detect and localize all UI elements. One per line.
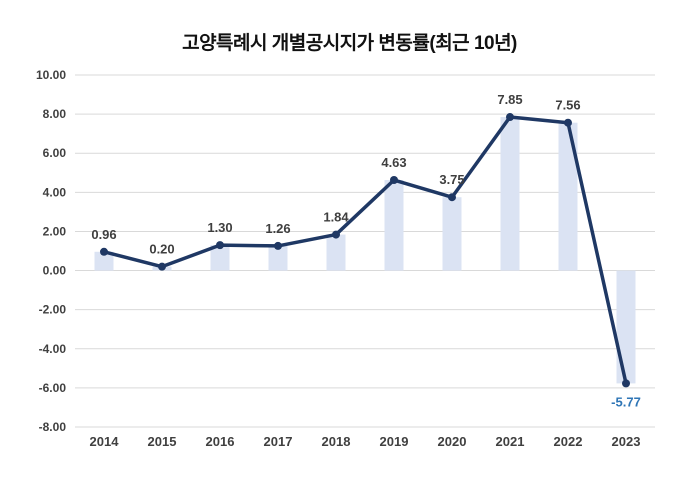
data-label: 4.63 xyxy=(381,155,406,170)
x-axis-tick-label: 2015 xyxy=(148,434,177,449)
bar xyxy=(210,245,230,271)
data-label: 7.85 xyxy=(497,92,522,107)
y-axis-tick-label: 2.00 xyxy=(43,224,67,238)
x-axis-tick-label: 2014 xyxy=(90,434,120,449)
x-axis-tick-label: 2016 xyxy=(206,434,235,449)
x-axis-tick-label: 2017 xyxy=(264,434,293,449)
x-axis-tick-label: 2020 xyxy=(438,434,467,449)
data-label: 7.56 xyxy=(555,98,580,113)
bar xyxy=(94,251,114,271)
data-label: -5.77 xyxy=(611,394,641,409)
bar xyxy=(384,180,404,271)
bar xyxy=(326,234,346,271)
data-label: 1.26 xyxy=(265,221,290,236)
y-axis-tick-label: 10.00 xyxy=(36,68,66,82)
data-label: 3.75 xyxy=(439,172,464,187)
line-marker xyxy=(564,118,572,127)
line-marker xyxy=(158,262,166,271)
line-marker xyxy=(332,230,340,239)
line-marker xyxy=(216,241,224,250)
x-axis-tick-label: 2018 xyxy=(322,434,351,449)
y-axis-tick-label: 0.00 xyxy=(43,264,67,278)
x-axis-tick-label: 2022 xyxy=(554,434,583,449)
data-label: 0.96 xyxy=(91,227,116,242)
line-marker xyxy=(390,176,398,185)
line-marker xyxy=(100,247,108,256)
line-marker xyxy=(506,113,514,122)
bar xyxy=(268,245,288,271)
line-marker xyxy=(622,379,630,388)
bar xyxy=(616,270,636,384)
y-axis-tick-label: 8.00 xyxy=(43,107,67,121)
bar xyxy=(558,122,578,271)
line-marker xyxy=(448,193,456,202)
y-axis-tick-label: -6.00 xyxy=(39,381,67,395)
data-label: 1.30 xyxy=(207,220,232,235)
line-marker xyxy=(274,241,282,250)
bar xyxy=(442,197,462,271)
x-axis-tick-label: 2019 xyxy=(380,434,409,449)
y-axis-tick-label: 4.00 xyxy=(43,185,67,199)
data-label: 1.84 xyxy=(323,210,349,225)
bar xyxy=(500,117,520,271)
y-axis-tick-label: -8.00 xyxy=(39,420,67,434)
data-label: 0.20 xyxy=(149,242,174,257)
y-axis-tick-label: -4.00 xyxy=(39,342,67,356)
chart-title: 고양특례시 개별공시지가 변동률(최근 10년) xyxy=(182,33,517,54)
y-axis-tick-label: 6.00 xyxy=(43,146,67,160)
x-axis-tick-label: 2023 xyxy=(612,434,641,449)
line-series xyxy=(102,115,628,386)
x-axis-tick-label: 2021 xyxy=(496,434,525,449)
y-axis-tick-label: -2.00 xyxy=(39,303,67,317)
